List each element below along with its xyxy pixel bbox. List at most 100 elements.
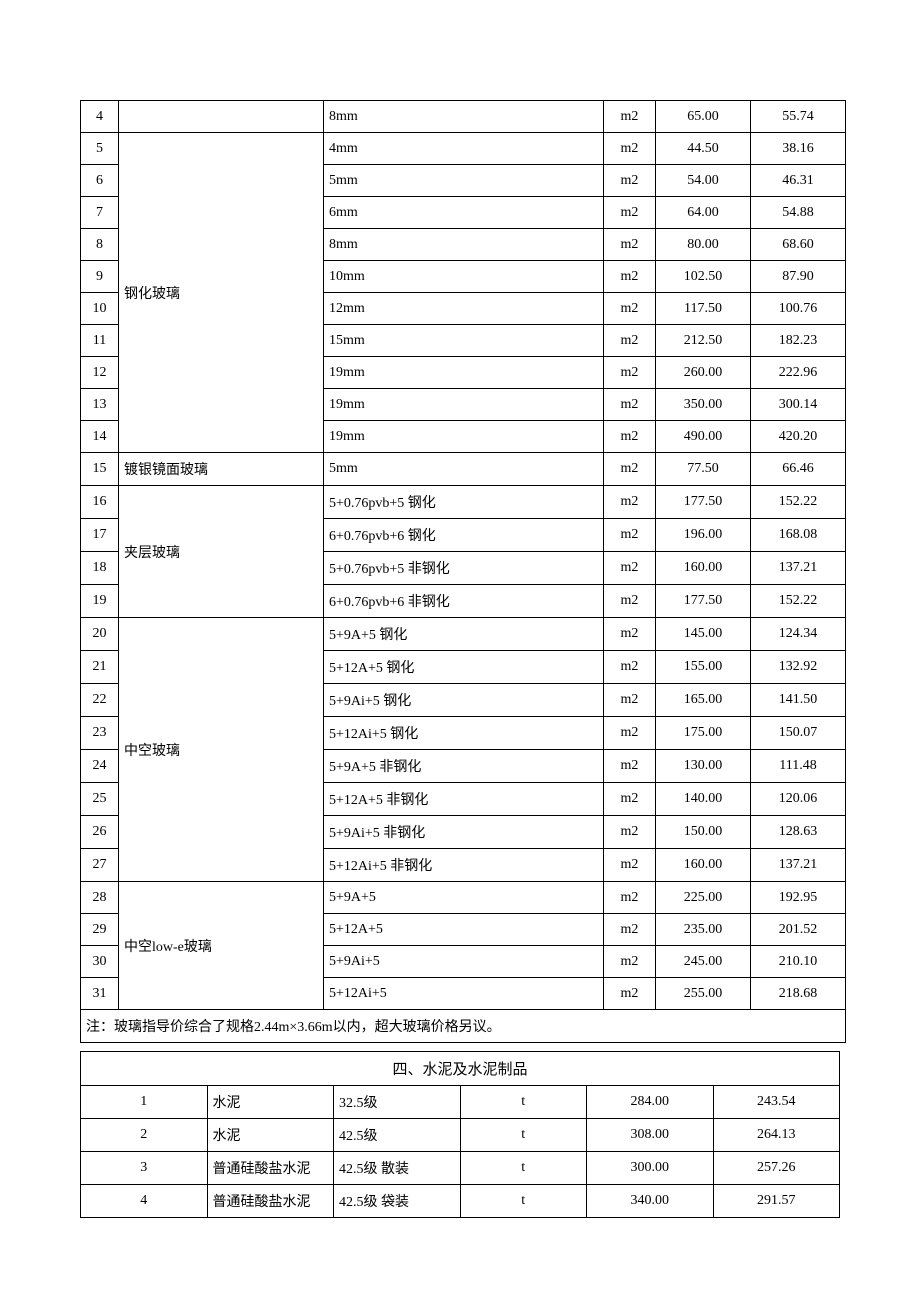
row-index: 5	[81, 133, 119, 165]
unit: m2	[604, 453, 656, 486]
table-row: 20中空玻璃5+9A+5 钢化m2145.00124.34	[81, 618, 846, 651]
price-1: 350.00	[656, 389, 751, 421]
glass-price-table: 48mmm265.0055.745钢化玻璃4mmm244.5038.1665mm…	[80, 100, 846, 1043]
price-1: 245.00	[656, 946, 751, 978]
row-index: 22	[81, 684, 119, 717]
table-row: 48mmm265.0055.74	[81, 101, 846, 133]
row-index: 10	[81, 293, 119, 325]
row-index: 24	[81, 750, 119, 783]
price-1: 235.00	[656, 914, 751, 946]
unit: m2	[604, 421, 656, 453]
price-2: 68.60	[751, 229, 846, 261]
price-1: 177.50	[656, 486, 751, 519]
price-2: 54.88	[751, 197, 846, 229]
price-2: 55.74	[751, 101, 846, 133]
spec: 15mm	[324, 325, 604, 357]
price-2: 291.57	[713, 1185, 840, 1218]
row-index: 1	[81, 1086, 208, 1119]
price-1: 177.50	[656, 585, 751, 618]
note-text: 注：玻璃指导价综合了规格2.44m×3.66m以内，超大玻璃价格另议。	[81, 1010, 846, 1043]
product-name: 镀银镜面玻璃	[119, 453, 324, 486]
spec: 4mm	[324, 133, 604, 165]
price-1: 160.00	[656, 849, 751, 882]
product-name: 普通硅酸盐水泥	[207, 1185, 334, 1218]
unit: m2	[604, 783, 656, 816]
row-index: 20	[81, 618, 119, 651]
product-name	[119, 101, 324, 133]
unit: m2	[604, 978, 656, 1010]
row-index: 16	[81, 486, 119, 519]
note-row: 注：玻璃指导价综合了规格2.44m×3.66m以内，超大玻璃价格另议。	[81, 1010, 846, 1043]
unit: m2	[604, 849, 656, 882]
spec: 8mm	[324, 101, 604, 133]
price-1: 54.00	[656, 165, 751, 197]
row-index: 29	[81, 914, 119, 946]
price-2: 300.14	[751, 389, 846, 421]
price-1: 212.50	[656, 325, 751, 357]
row-index: 17	[81, 519, 119, 552]
price-1: 145.00	[656, 618, 751, 651]
row-index: 15	[81, 453, 119, 486]
price-2: 192.95	[751, 882, 846, 914]
price-2: 150.07	[751, 717, 846, 750]
row-index: 4	[81, 101, 119, 133]
spec: 10mm	[324, 261, 604, 293]
price-1: 130.00	[656, 750, 751, 783]
spec: 5+9Ai+5 钢化	[324, 684, 604, 717]
row-index: 21	[81, 651, 119, 684]
price-2: 137.21	[751, 552, 846, 585]
price-2: 111.48	[751, 750, 846, 783]
spec: 5+9A+5 非钢化	[324, 750, 604, 783]
row-index: 3	[81, 1152, 208, 1185]
row-index: 13	[81, 389, 119, 421]
price-1: 65.00	[656, 101, 751, 133]
row-index: 11	[81, 325, 119, 357]
price-2: 218.68	[751, 978, 846, 1010]
spec: 5+12Ai+5 钢化	[324, 717, 604, 750]
row-index: 23	[81, 717, 119, 750]
product-name: 普通硅酸盐水泥	[207, 1152, 334, 1185]
row-index: 14	[81, 421, 119, 453]
unit: m2	[604, 816, 656, 849]
spec: 19mm	[324, 389, 604, 421]
price-1: 155.00	[656, 651, 751, 684]
row-index: 6	[81, 165, 119, 197]
product-name: 中空low-e玻璃	[119, 882, 324, 1010]
price-2: 46.31	[751, 165, 846, 197]
price-1: 490.00	[656, 421, 751, 453]
unit: m2	[604, 261, 656, 293]
price-2: 257.26	[713, 1152, 840, 1185]
price-2: 168.08	[751, 519, 846, 552]
table-row: 2水泥42.5级t308.00264.13	[81, 1119, 840, 1152]
price-2: 264.13	[713, 1119, 840, 1152]
table-row: 28中空low-e玻璃5+9A+5m2225.00192.95	[81, 882, 846, 914]
spec: 12mm	[324, 293, 604, 325]
price-2: 222.96	[751, 357, 846, 389]
table-row: 16夹层玻璃5+0.76pvb+5 钢化m2177.50152.22	[81, 486, 846, 519]
unit: m2	[604, 552, 656, 585]
price-1: 260.00	[656, 357, 751, 389]
row-index: 8	[81, 229, 119, 261]
unit: m2	[604, 651, 656, 684]
spec: 5+12A+5 非钢化	[324, 783, 604, 816]
row-index: 19	[81, 585, 119, 618]
price-2: 141.50	[751, 684, 846, 717]
spec: 5+12A+5	[324, 914, 604, 946]
unit: m2	[604, 519, 656, 552]
unit: m2	[604, 229, 656, 261]
price-2: 66.46	[751, 453, 846, 486]
table-row: 3普通硅酸盐水泥42.5级 散装t300.00257.26	[81, 1152, 840, 1185]
price-2: 128.63	[751, 816, 846, 849]
table-row: 5钢化玻璃4mmm244.5038.16	[81, 133, 846, 165]
spec: 42.5级 散装	[334, 1152, 461, 1185]
row-index: 4	[81, 1185, 208, 1218]
price-2: 87.90	[751, 261, 846, 293]
spec: 5+9Ai+5	[324, 946, 604, 978]
unit: m2	[604, 882, 656, 914]
spec: 5+9Ai+5 非钢化	[324, 816, 604, 849]
spec: 19mm	[324, 357, 604, 389]
price-2: 210.10	[751, 946, 846, 978]
spec: 5+12Ai+5	[324, 978, 604, 1010]
section-header-row: 四、水泥及水泥制品	[81, 1052, 840, 1086]
row-index: 26	[81, 816, 119, 849]
